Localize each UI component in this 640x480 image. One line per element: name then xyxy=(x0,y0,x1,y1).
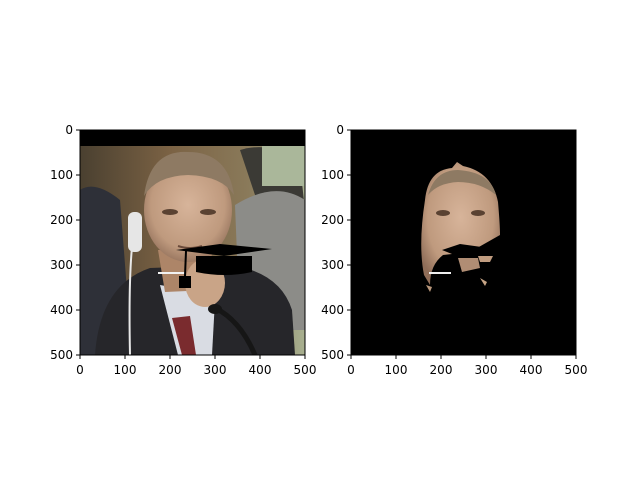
left-ytick-label-100: 100 xyxy=(50,168,73,182)
right-ytick-label-0: 0 xyxy=(336,123,344,137)
right-axes-frame xyxy=(350,129,577,356)
left-xtick-label-500: 500 xyxy=(294,363,317,377)
right-xtick-label-400: 400 xyxy=(520,363,543,377)
right-ytick-label-400: 400 xyxy=(321,303,344,317)
left-xtick-label-300: 300 xyxy=(204,363,227,377)
left-ytick-label-500: 500 xyxy=(50,348,73,362)
right-ytick-label-200: 200 xyxy=(321,213,344,227)
left-ytick-label-300: 300 xyxy=(50,258,73,272)
right-image-panel xyxy=(351,130,576,355)
right-xtick-label-300: 300 xyxy=(475,363,498,377)
right-xtick-label-200: 200 xyxy=(430,363,453,377)
right-ytick-label-500: 500 xyxy=(321,348,344,362)
left-xtick-label-400: 400 xyxy=(249,363,272,377)
left-ytick-label-400: 400 xyxy=(50,303,73,317)
right-ytick-label-100: 100 xyxy=(321,168,344,182)
left-xtick-label-200: 200 xyxy=(159,363,182,377)
right-xtick-label-500: 500 xyxy=(565,363,588,377)
left-ytick-label-200: 200 xyxy=(50,213,73,227)
right-xtick-label-0: 0 xyxy=(347,363,355,377)
left-xtick-label-100: 100 xyxy=(114,363,137,377)
right-xtick-label-100: 100 xyxy=(385,363,408,377)
left-ytick-label-0: 0 xyxy=(65,123,73,137)
left-image-panel xyxy=(80,130,305,355)
left-xtick-label-0: 0 xyxy=(76,363,84,377)
right-ytick-label-300: 300 xyxy=(321,258,344,272)
left-axes-frame xyxy=(79,129,306,356)
